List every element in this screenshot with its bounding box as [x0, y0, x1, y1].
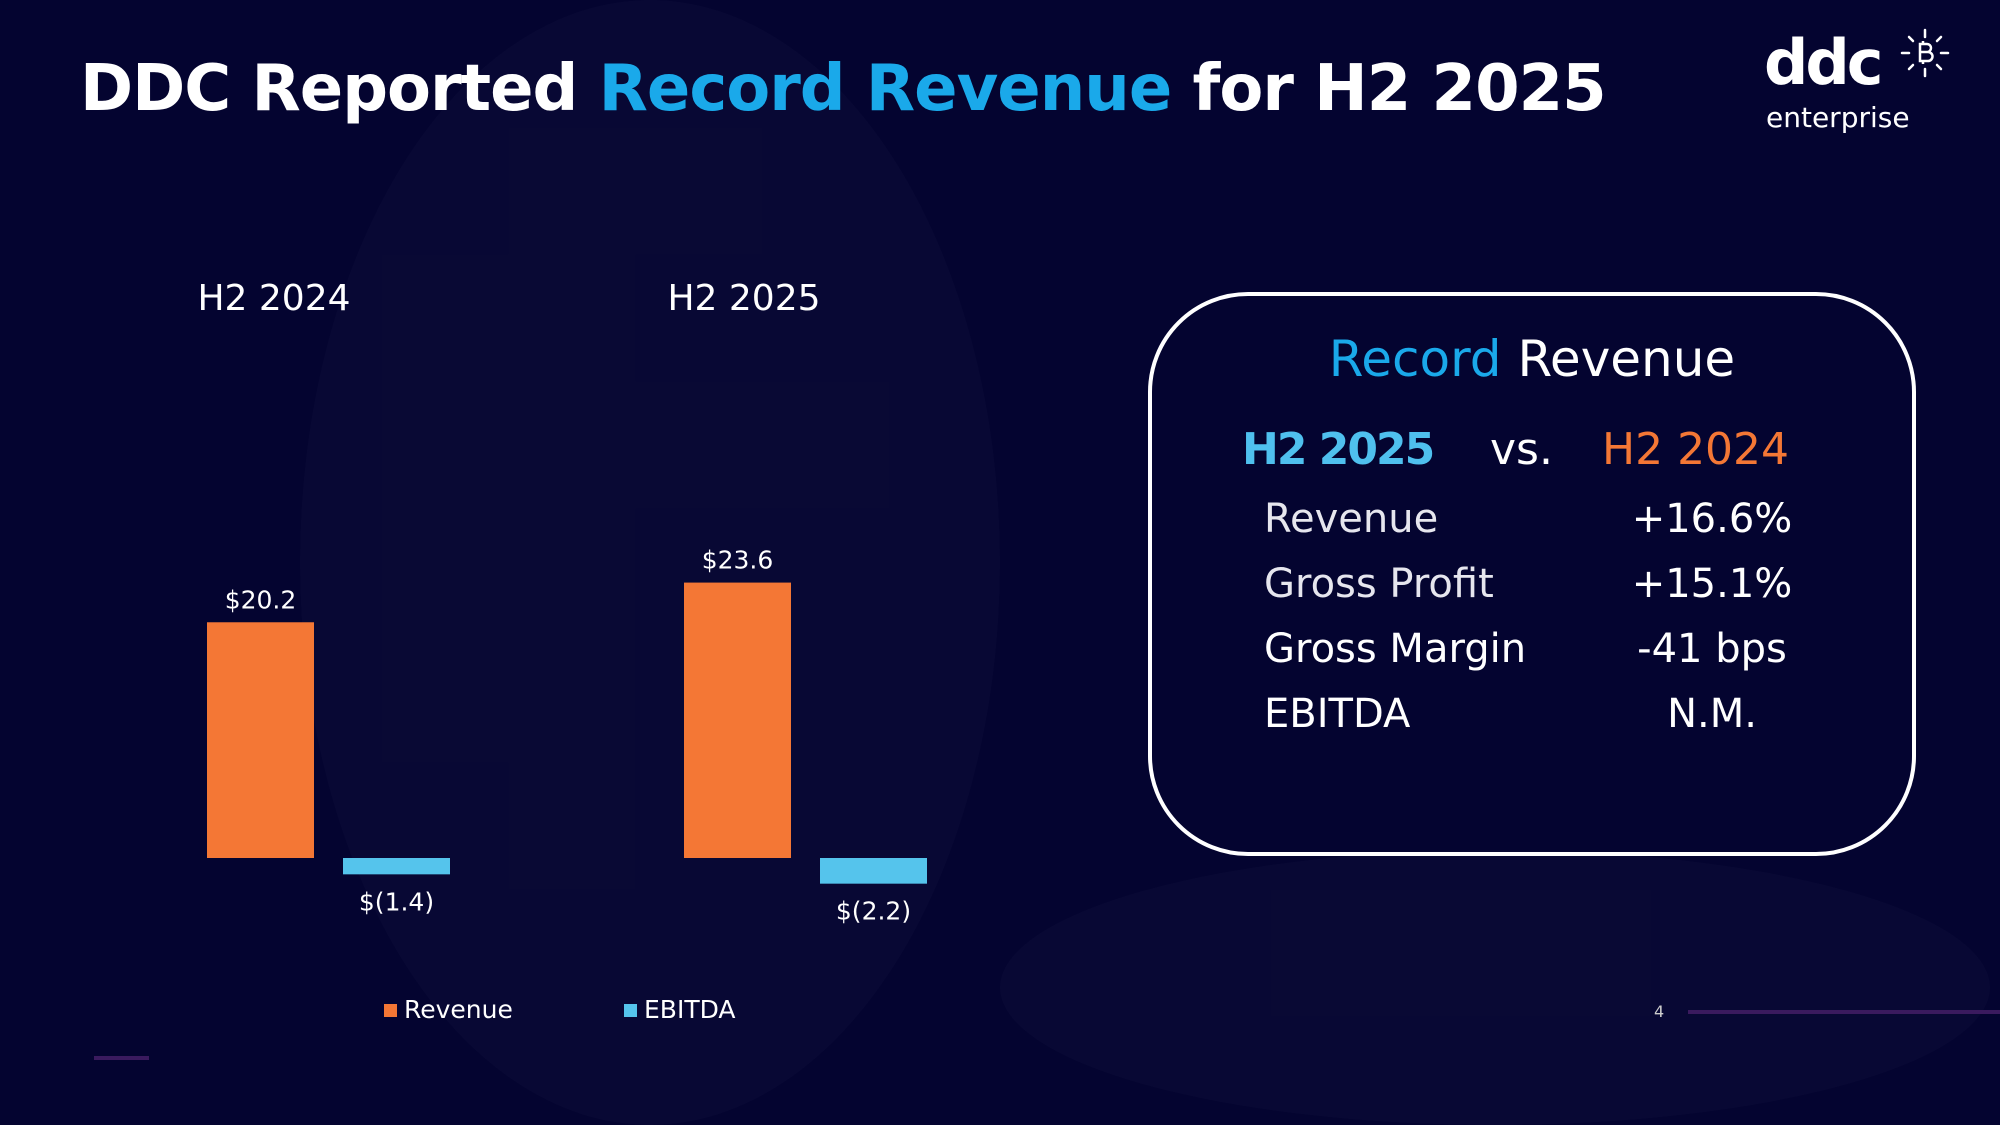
title-highlight: Record Revenue — [598, 52, 1173, 126]
summary-title-rest: Revenue — [1501, 330, 1736, 388]
metric-value: +16.6% — [1631, 496, 1793, 542]
bar-revenue — [684, 582, 791, 858]
category-label: H2 2024 — [197, 278, 350, 319]
metric-value: -41 bps — [1637, 626, 1787, 672]
comparison-vs: vs. — [1490, 424, 1553, 475]
bar-revenue — [207, 622, 314, 858]
data-label: $23.6 — [702, 546, 774, 575]
page-number: 4 — [1654, 1002, 1665, 1021]
title-text-end: for H2 2025 — [1171, 52, 1607, 126]
bar-ebitda — [820, 858, 927, 884]
footer-divider — [1688, 1010, 2000, 1014]
summary-title: Record Revenue — [1152, 330, 1912, 388]
title-text: DDC Reported — [80, 52, 599, 126]
data-label: $(1.4) — [359, 887, 434, 916]
bitcoin-sun-icon — [1900, 28, 1950, 78]
legend-swatch — [624, 1004, 637, 1017]
data-label: $20.2 — [225, 585, 297, 614]
footer-accent — [94, 1056, 149, 1060]
metric-label: Revenue — [1264, 496, 1439, 542]
metric-label: EBITDA — [1264, 691, 1411, 737]
data-label: $(2.2) — [836, 897, 911, 926]
legend-label: EBITDA — [644, 995, 736, 1024]
ddc-logo: ddc enterprise — [1760, 28, 1960, 138]
comparison-current: H2 2025 — [1242, 424, 1435, 475]
bar-ebitda — [343, 858, 450, 875]
category-label: H2 2025 — [667, 278, 820, 319]
summary-title-highlight: Record — [1328, 330, 1502, 388]
comparison-prior: H2 2024 — [1602, 424, 1790, 475]
metric-value: +15.1% — [1631, 561, 1793, 607]
summary-card: Record Revenue H2 2025 vs. H2 2024 Reven… — [1148, 292, 1916, 856]
metric-value: N.M. — [1667, 691, 1757, 737]
legend-swatch — [384, 1004, 397, 1017]
metric-label: Gross Margin — [1264, 626, 1527, 672]
bar-chart: H2 2024 H2 2025 $20.2 $23.6 Revenue $(1.4) $(2… — [197, 278, 927, 1024]
legend-label: Revenue — [404, 995, 513, 1024]
logo-subtitle: enterprise — [1766, 101, 1910, 134]
metric-label: Gross Profit — [1264, 561, 1494, 607]
background-shape — [1000, 850, 1990, 1125]
page-title: DDC Reported Record Revenue for H2 2025 — [80, 52, 1607, 126]
logo-wordmark: ddc — [1764, 26, 1884, 99]
